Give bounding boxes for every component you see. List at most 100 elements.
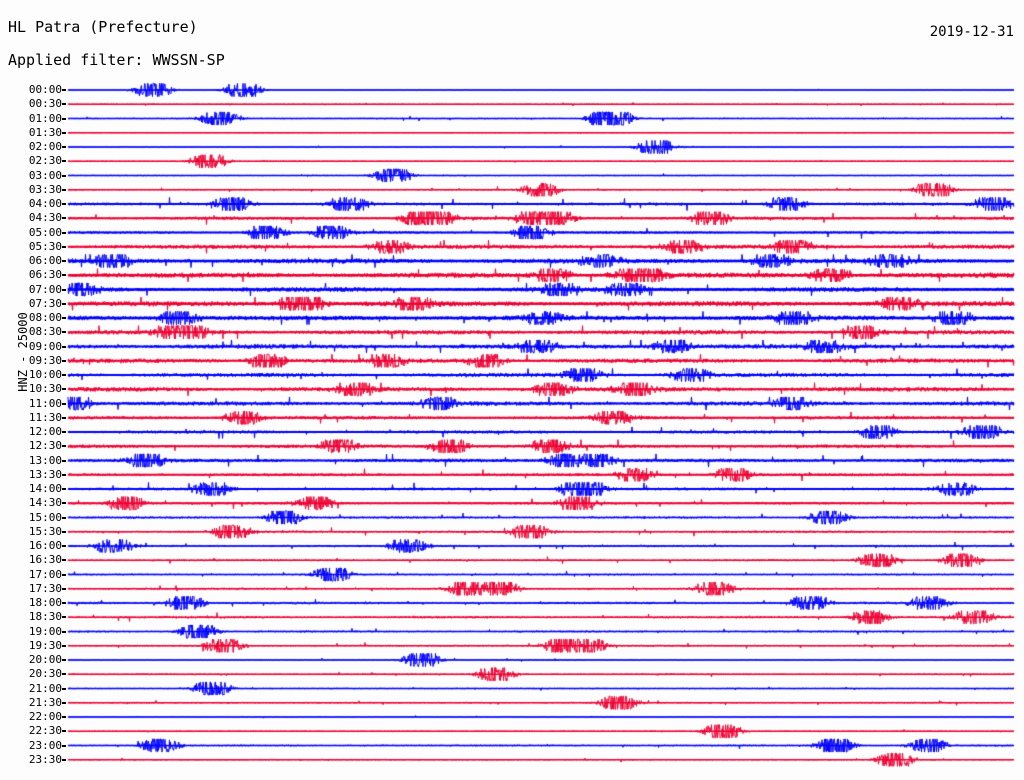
row-time-label: 00:30	[28, 97, 62, 111]
row-time-label: 05:00	[28, 225, 62, 239]
row-tick-mark	[62, 687, 66, 690]
row-time-label: 22:30	[28, 724, 62, 738]
row-time-label: 04:30	[28, 211, 62, 225]
row-tick-mark	[62, 659, 66, 661]
row-time-label: 15:00	[28, 510, 62, 524]
row-tick-mark	[62, 502, 66, 505]
row-time-label: 01:00	[28, 111, 62, 125]
row-time-label: 08:30	[28, 325, 62, 339]
row-tick-mark	[62, 758, 66, 761]
row-time-label: 05:30	[28, 239, 62, 253]
row-time-label: 10:00	[28, 368, 62, 381]
row-tick-mark	[62, 701, 66, 704]
row-tick-mark	[62, 730, 66, 733]
row-time-label: 07:30	[28, 296, 62, 310]
row-tick-mark	[62, 602, 66, 604]
row-time-label: 23:00	[28, 738, 62, 752]
row-time-label: 12:00	[28, 425, 62, 438]
row-time-label: 16:30	[28, 553, 62, 567]
row-time-label: 09:30	[28, 353, 62, 367]
row-tick-mark	[62, 445, 66, 448]
row-tick-mark	[62, 431, 66, 433]
row-time-label: 10:30	[28, 382, 62, 396]
row-tick-mark	[62, 217, 66, 220]
row-tick-mark	[62, 174, 66, 177]
row-tick-mark	[62, 260, 66, 262]
row-tick-mark	[62, 245, 66, 248]
row-tick-mark	[62, 231, 66, 234]
date-label: 2019-12-31	[929, 24, 1014, 40]
row-time-label: 16:00	[28, 539, 62, 552]
row-tick-mark	[62, 488, 66, 490]
row-time-label: 06:00	[28, 254, 62, 267]
row-time-label: 00:00	[28, 83, 62, 96]
row-time-label: 18:00	[28, 596, 62, 609]
row-time-label: 17:30	[28, 581, 62, 595]
row-tick-mark	[62, 545, 66, 547]
row-time-label: 02:30	[28, 154, 62, 168]
row-time-label: 13:00	[28, 453, 62, 467]
row-tick-mark	[62, 274, 66, 277]
row-tick-mark	[62, 744, 66, 747]
row-tick-mark	[62, 559, 66, 562]
row-tick-mark	[62, 459, 66, 462]
row-time-label: 04:00	[28, 197, 62, 210]
row-tick-mark	[62, 402, 66, 405]
row-time-label: 03:00	[28, 168, 62, 182]
row-tick-mark	[62, 388, 66, 391]
row-tick-mark	[62, 473, 66, 476]
row-tick-mark	[62, 146, 66, 148]
row-tick-mark	[62, 331, 66, 334]
row-tick-mark	[62, 160, 66, 163]
row-time-label: 01:30	[28, 125, 62, 139]
row-time-label: 23:30	[28, 752, 62, 766]
row-time-label: 07:00	[28, 282, 62, 296]
row-tick-mark	[62, 374, 66, 376]
row-tick-mark	[62, 345, 66, 348]
row-time-label: 19:00	[28, 624, 62, 638]
row-tick-mark	[62, 302, 66, 305]
applied-filter-label: Applied filter: WWSSN-SP	[8, 51, 225, 69]
row-time-label: 09:00	[28, 339, 62, 353]
row-tick-mark	[62, 203, 66, 205]
row-tick-mark	[62, 89, 66, 91]
row-tick-mark	[62, 416, 66, 419]
row-tick-mark	[62, 573, 66, 576]
row-time-label: 06:30	[28, 268, 62, 282]
row-time-label: 12:30	[28, 439, 62, 453]
row-tick-mark	[62, 716, 66, 718]
row-tick-mark	[62, 516, 66, 519]
row-time-label: 20:00	[28, 653, 62, 666]
row-time-label: 08:00	[28, 311, 62, 324]
row-time-label: 02:00	[28, 140, 62, 153]
row-time-label: 03:30	[28, 182, 62, 196]
row-tick-mark	[62, 616, 66, 619]
row-time-label: 20:30	[28, 667, 62, 681]
row-tick-mark	[62, 630, 66, 633]
row-time-label: 11:00	[28, 396, 62, 410]
row-time-label: 22:00	[28, 710, 62, 723]
row-time-label: 21:30	[28, 695, 62, 709]
row-tick-mark	[62, 117, 66, 120]
page-title: HL Patra (Prefecture)	[8, 18, 198, 36]
helicorder-plot: 00:00 00:30 01:00 01:30 02:00 02:30 03:00 03:30…	[0, 80, 1024, 775]
row-tick-mark	[62, 188, 66, 191]
row-tick-mark	[62, 317, 66, 319]
row-time-label: 15:30	[28, 524, 62, 538]
row-tick-mark	[62, 103, 66, 106]
seismogram-traces-canvas	[0, 80, 1024, 775]
row-tick-mark	[62, 644, 66, 647]
row-tick-mark	[62, 673, 66, 676]
row-time-label: 11:30	[28, 410, 62, 424]
row-tick-mark	[62, 530, 66, 533]
row-time-label: 21:00	[28, 681, 62, 695]
row-time-label: 18:30	[28, 610, 62, 624]
row-time-label: 14:00	[28, 482, 62, 495]
row-time-label: 14:30	[28, 496, 62, 510]
row-tick-mark	[62, 288, 66, 291]
row-tick-mark	[62, 587, 66, 590]
row-tick-mark	[62, 131, 66, 134]
row-time-label: 17:00	[28, 567, 62, 581]
row-tick-mark	[62, 359, 66, 362]
